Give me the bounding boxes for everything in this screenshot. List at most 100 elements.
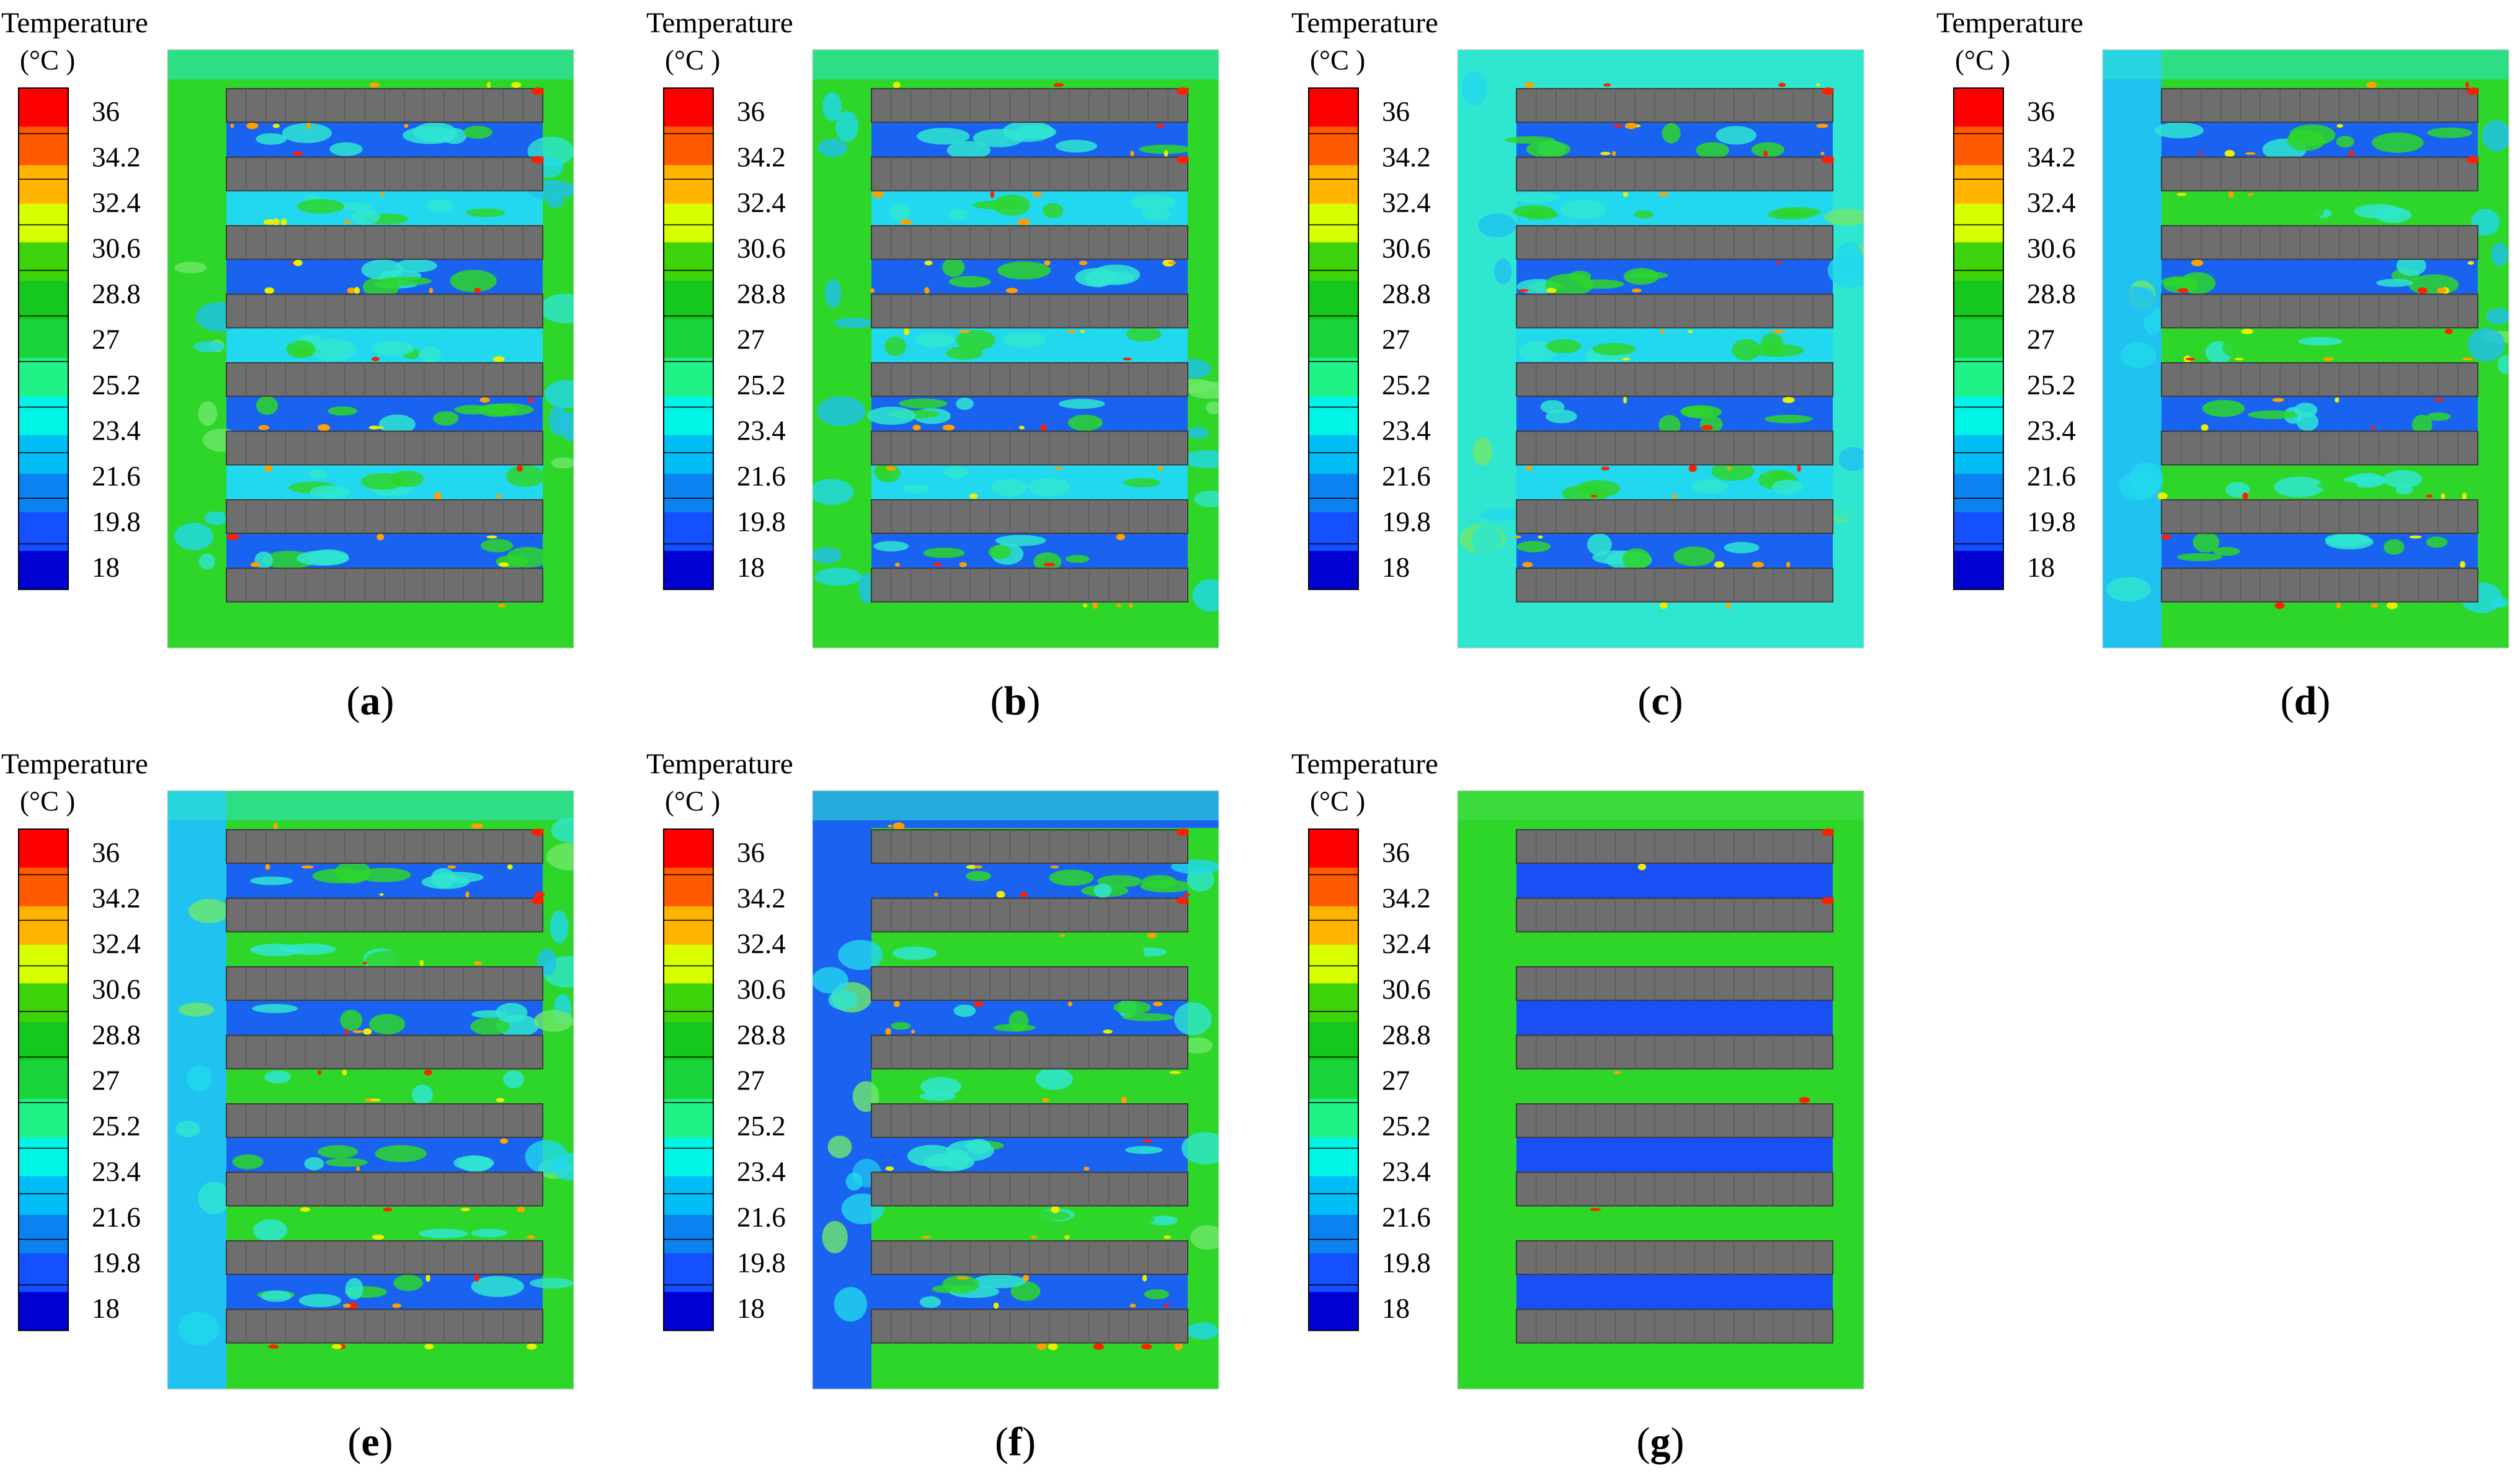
legend-tick: 36 xyxy=(2027,96,2055,127)
contour-map xyxy=(167,49,574,649)
panel-caption: (f) xyxy=(995,1419,1036,1465)
contour-map xyxy=(167,790,574,1390)
legend-tick: 25.2 xyxy=(1382,370,1431,401)
legend-swatch xyxy=(664,88,713,127)
legend-tick: 27 xyxy=(92,324,120,355)
legend-swatch xyxy=(19,242,68,282)
legend-tick: 32.4 xyxy=(1382,187,1431,218)
legend-swatch xyxy=(1309,203,1358,243)
panel-caption: (c) xyxy=(1637,678,1683,724)
legend-swatch xyxy=(1954,396,2003,436)
legend-tick: 19.8 xyxy=(92,1247,141,1278)
legend-swatch xyxy=(1954,319,2003,358)
legend-tick: 23.4 xyxy=(737,415,786,446)
legend-swatch xyxy=(1309,127,1358,166)
legend-swatch xyxy=(19,1253,68,1292)
legend-title: Temperature xyxy=(646,748,793,780)
legend-swatch xyxy=(19,88,68,127)
legend-swatch xyxy=(19,203,68,243)
legend-swatch xyxy=(664,396,713,436)
legend-tick: 36 xyxy=(1382,96,1410,127)
legend-swatch xyxy=(1954,203,2003,243)
legend-tick: 30.6 xyxy=(92,233,141,264)
legend-swatch xyxy=(1309,983,1358,1023)
legend-swatch xyxy=(664,1137,713,1177)
legend-tick: 21.6 xyxy=(92,1202,141,1233)
legend-tick: 34.2 xyxy=(1382,882,1431,913)
legend-swatch xyxy=(664,1214,713,1254)
legend-tick: 19.8 xyxy=(1382,1247,1431,1278)
legend-swatch xyxy=(664,512,713,551)
legend-title: Temperature xyxy=(646,7,793,39)
legend-tick: 30.6 xyxy=(737,233,786,264)
legend-tick: 36 xyxy=(737,96,765,127)
legend-swatch xyxy=(19,1137,68,1177)
legend-tick: 34.2 xyxy=(737,882,786,913)
legend-tick: 21.6 xyxy=(1382,461,1431,492)
legend-unit: (°C ) xyxy=(665,45,720,76)
legend-swatch xyxy=(1309,1253,1358,1292)
legend-swatch xyxy=(664,1060,713,1099)
legend-swatch xyxy=(19,944,68,984)
legend-tick: 34.2 xyxy=(92,141,141,172)
legend-tick: 25.2 xyxy=(737,1111,786,1142)
legend-unit: (°C ) xyxy=(1955,45,2010,76)
legend-tick: 27 xyxy=(737,324,765,355)
legend-tick: 28.8 xyxy=(1382,1019,1431,1050)
contour-map xyxy=(812,49,1219,649)
legend-swatch xyxy=(1309,1292,1358,1331)
legend-tick: 18 xyxy=(92,1293,120,1324)
legend-tick: 34.2 xyxy=(2027,141,2076,172)
legend-swatch xyxy=(664,473,713,513)
panel-caption: (e) xyxy=(347,1419,393,1465)
legend-swatch xyxy=(664,1099,713,1139)
legend-bar-outline xyxy=(663,87,714,590)
legend-bar-outline xyxy=(1953,87,2004,590)
legend-tick: 32.4 xyxy=(1382,928,1431,959)
legend-swatch xyxy=(664,358,713,398)
legend-swatch xyxy=(1954,127,2003,166)
legend-swatch xyxy=(19,906,68,946)
legend-swatch xyxy=(1309,242,1358,282)
contour-map xyxy=(2102,49,2509,649)
legend-swatch xyxy=(19,319,68,358)
legend-tick: 28.8 xyxy=(92,1019,141,1050)
legend-unit: (°C ) xyxy=(1310,45,1365,76)
legend-swatch xyxy=(1309,551,1358,590)
legend-tick: 36 xyxy=(92,96,120,127)
legend-tick: 28.8 xyxy=(1382,278,1431,309)
legend-tick: 21.6 xyxy=(737,461,786,492)
legend-swatch xyxy=(1309,88,1358,127)
legend-tick: 28.8 xyxy=(92,278,141,309)
panel-b: Temperature (°C ) 36 34.2 32.4 30.6 28.8 27 25.2… xyxy=(646,7,1219,724)
legend-tick: 18 xyxy=(737,552,765,583)
legend-title: Temperature xyxy=(1291,748,1438,780)
panel-c: Temperature (°C ) 36 34.2 32.4 30.6 28.8 27 25.2… xyxy=(1291,7,1864,724)
legend-swatch xyxy=(1954,358,2003,398)
legend-swatch xyxy=(19,435,68,474)
legend-tick: 36 xyxy=(737,837,765,868)
legend-tick: 30.6 xyxy=(1382,233,1431,264)
legend-swatch xyxy=(19,358,68,398)
legend-tick: 23.4 xyxy=(2027,415,2076,446)
legend-unit: (°C ) xyxy=(1310,786,1365,817)
contour-map xyxy=(1457,790,1864,1390)
panel-caption: (a) xyxy=(347,678,394,724)
legend-tick: 30.6 xyxy=(92,974,141,1005)
legend-swatch xyxy=(19,165,68,205)
legend-swatch xyxy=(664,242,713,282)
legend: Temperature (°C ) 36 34.2 32.4 30.6 28.8 27 25.2… xyxy=(1936,7,2083,590)
legend-swatch xyxy=(1309,319,1358,358)
legend-swatch xyxy=(1954,512,2003,551)
legend-tick: 18 xyxy=(2027,552,2055,583)
legend-tick: 19.8 xyxy=(2027,506,2076,537)
legend-tick: 28.8 xyxy=(2027,278,2076,309)
legend-tick: 21.6 xyxy=(2027,461,2076,492)
legend-swatch xyxy=(1954,165,2003,205)
legend-swatch xyxy=(19,829,68,868)
panel-e: Temperature (°C ) 36 34.2 32.4 30.6 28.8 27 25.2… xyxy=(1,748,574,1465)
legend: Temperature (°C ) 36 34.2 32.4 30.6 28.8 27 25.2… xyxy=(646,7,793,590)
legend-swatch xyxy=(19,868,68,907)
legend-bar-outline xyxy=(663,828,714,1331)
legend: Temperature (°C ) 36 34.2 32.4 30.6 28.8 27 25.2… xyxy=(1291,7,1438,590)
